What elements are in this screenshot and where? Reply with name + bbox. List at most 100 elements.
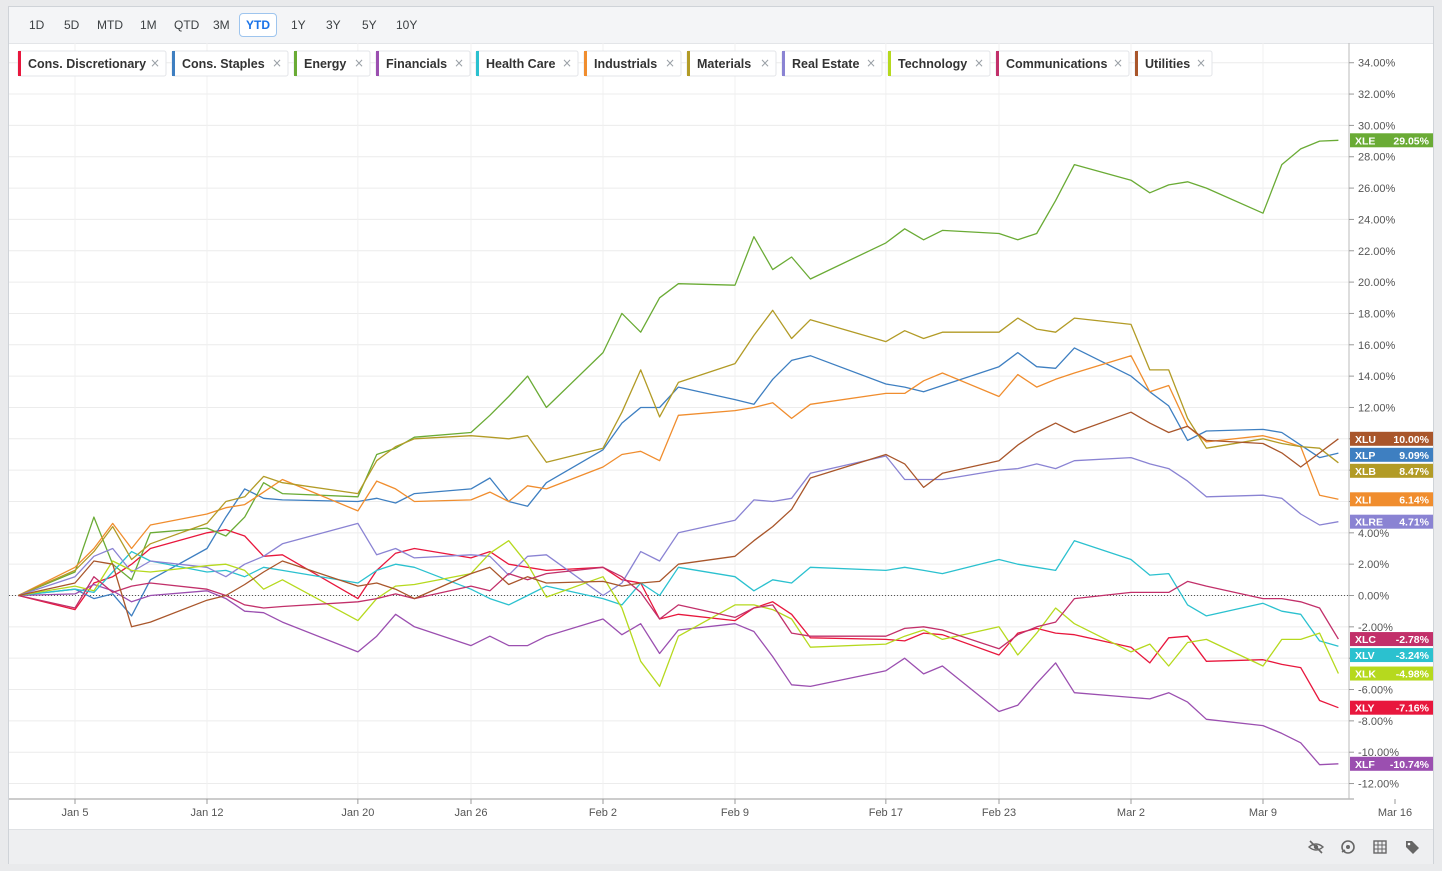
- tag-icon[interactable]: [1403, 838, 1421, 856]
- badge-ticker: XLK: [1355, 669, 1376, 681]
- series-line-xly[interactable]: [18, 529, 1339, 709]
- remove-series-icon[interactable]: ×: [1196, 56, 1206, 70]
- legend-color-swatch: [376, 51, 379, 76]
- badge-value: 8.47%: [1399, 466, 1429, 478]
- badge-xli: XLI 6.14%: [1350, 492, 1433, 507]
- legend-item-xlu[interactable]: Utilities ×: [1134, 50, 1213, 77]
- badge-xlre: XLRE 4.71%: [1350, 514, 1433, 529]
- remove-series-icon[interactable]: ×: [760, 56, 770, 70]
- series-line-xlp[interactable]: [18, 347, 1339, 617]
- remove-series-icon[interactable]: ×: [354, 56, 364, 70]
- badge-ticker: XLE: [1355, 135, 1375, 147]
- range-button-3y[interactable]: 3Y: [326, 18, 341, 32]
- range-button-qtd[interactable]: QTD: [174, 18, 200, 32]
- legend-item-xlv[interactable]: Health Care ×: [475, 50, 579, 77]
- remove-series-icon[interactable]: ×: [866, 56, 876, 70]
- legend-label: Financials: [386, 57, 447, 71]
- badge-value: 9.09%: [1399, 450, 1429, 462]
- series-line-xle[interactable]: [18, 139, 1339, 597]
- badge-xlk: XLK -4.98%: [1350, 666, 1433, 681]
- series-line-xlk[interactable]: [18, 540, 1339, 688]
- y-axis-ticks: 34.00% 32.00% 30.00% 28.00% 26.00% 24.00% 22.0…: [1349, 58, 1399, 791]
- legend-item-xle[interactable]: Energy ×: [293, 50, 371, 77]
- legend-item-xlc[interactable]: Communications ×: [995, 50, 1130, 77]
- badge-xlf: XLF -10.74%: [1350, 756, 1433, 771]
- legend-label: Industrials: [594, 57, 657, 71]
- remove-series-icon[interactable]: ×: [454, 56, 464, 70]
- range-button-3m[interactable]: 3M: [213, 18, 230, 32]
- badge-background: [1350, 632, 1433, 647]
- legend-item-xlre[interactable]: Real Estate ×: [781, 50, 883, 77]
- badge-background: [1350, 666, 1433, 681]
- legend-color-swatch: [996, 51, 999, 76]
- remove-series-icon[interactable]: ×: [562, 56, 572, 70]
- legend-item-xlp[interactable]: Cons. Staples ×: [171, 50, 289, 77]
- range-selector: 1D 5D MTD 1M QTD 3M YTD 1Y 3Y 5Y 10Y: [9, 7, 1433, 44]
- badge-xlv: XLV -3.24%: [1350, 648, 1433, 663]
- y-tick-label: 34.00%: [1358, 58, 1396, 70]
- badge-xlc: XLC -2.78%: [1350, 632, 1433, 647]
- legend-item-xly[interactable]: Cons. Discretionary ×: [17, 50, 167, 77]
- range-button-5y[interactable]: 5Y: [362, 18, 377, 32]
- series-line-xlb[interactable]: [18, 309, 1339, 597]
- remove-series-icon[interactable]: ×: [150, 56, 160, 70]
- reset-zoom-icon[interactable]: [1339, 838, 1357, 856]
- badge-background: [1350, 514, 1433, 529]
- range-button-5d[interactable]: 5D: [64, 18, 80, 32]
- badge-value: -7.16%: [1396, 703, 1430, 715]
- y-tick-label: -2.00%: [1358, 622, 1393, 634]
- badge-value: 6.14%: [1399, 494, 1429, 506]
- table-icon[interactable]: [1371, 838, 1389, 856]
- legend-item-xli[interactable]: Industrials ×: [583, 50, 682, 77]
- badge-background: [1350, 492, 1433, 507]
- badge-ticker: XLRE: [1355, 517, 1383, 529]
- remove-series-icon[interactable]: ×: [974, 56, 984, 70]
- x-tick-label: Mar 9: [1249, 807, 1277, 819]
- series-line-xlv[interactable]: [18, 540, 1339, 647]
- series-line-xlf[interactable]: [18, 583, 1339, 766]
- badge-ticker: XLB: [1355, 466, 1376, 478]
- legend-color-swatch: [687, 51, 690, 76]
- remove-series-icon[interactable]: ×: [665, 56, 675, 70]
- range-button-1d[interactable]: 1D: [29, 18, 45, 32]
- range-button-1y[interactable]: 1Y: [291, 18, 306, 32]
- y-tick-label: 12.00%: [1358, 402, 1396, 414]
- grid: [9, 43, 1349, 799]
- y-tick-label: -8.00%: [1358, 716, 1393, 728]
- legend-item-xlf[interactable]: Financials ×: [375, 50, 471, 77]
- x-tick-label: Jan 5: [62, 807, 89, 819]
- badge-ticker: XLC: [1355, 634, 1376, 646]
- y-tick-label: 26.00%: [1358, 183, 1396, 195]
- badge-ticker: XLV: [1355, 650, 1375, 662]
- legend-label: Materials: [697, 57, 751, 71]
- legend-item-xlk[interactable]: Technology ×: [887, 50, 991, 77]
- y-tick-label: 30.00%: [1358, 120, 1396, 132]
- badge-value: -10.74%: [1390, 759, 1430, 771]
- range-button-ytd[interactable]: YTD: [239, 13, 277, 37]
- legend-color-swatch: [584, 51, 587, 76]
- y-tick-label: 32.00%: [1358, 89, 1396, 101]
- badge-background: [1350, 133, 1433, 148]
- badge-xlb: XLB 8.47%: [1350, 463, 1433, 478]
- x-tick-label: Feb 9: [721, 807, 749, 819]
- range-button-10y[interactable]: 10Y: [396, 18, 418, 32]
- chart-toolbar: [9, 829, 1433, 864]
- badge-value: 4.71%: [1399, 517, 1429, 529]
- badge-background: [1350, 648, 1433, 663]
- legend-item-xlb[interactable]: Materials ×: [686, 50, 777, 77]
- remove-series-icon[interactable]: ×: [1113, 56, 1123, 70]
- range-button-mtd[interactable]: MTD: [97, 18, 123, 32]
- series-line-xli[interactable]: [18, 355, 1339, 597]
- badge-ticker: XLY: [1355, 703, 1374, 715]
- legend-label: Cons. Discretionary: [28, 57, 146, 71]
- y-tick-label: 22.00%: [1358, 246, 1396, 258]
- series-line-xlre[interactable]: [18, 455, 1339, 597]
- remove-series-icon[interactable]: ×: [272, 56, 282, 70]
- range-button-1m[interactable]: 1M: [140, 18, 157, 32]
- series-line-xlu[interactable]: [18, 411, 1339, 628]
- legend-color-swatch: [782, 51, 785, 76]
- series-line-xlc[interactable]: [18, 566, 1339, 650]
- badge-background: [1350, 463, 1433, 478]
- hide-icon[interactable]: [1307, 838, 1325, 856]
